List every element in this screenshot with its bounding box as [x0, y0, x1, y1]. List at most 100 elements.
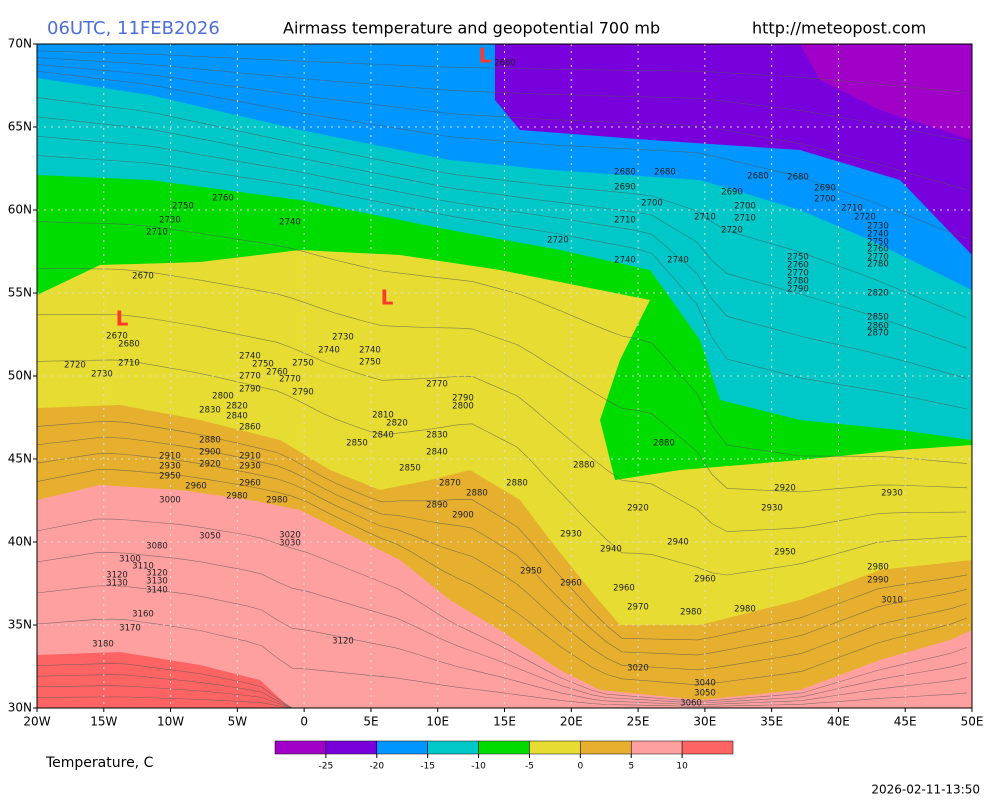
contour-label: 2710: [614, 216, 636, 226]
colorbar-box: [274, 740, 327, 755]
contour-label: 3120: [332, 637, 354, 647]
contour-label: 2920: [199, 460, 221, 470]
timestamp: 2026-02-11-13:50: [871, 783, 980, 797]
contour-label: 2790: [452, 394, 474, 404]
map-frame: [36, 43, 973, 709]
contour-label: 2840: [372, 431, 394, 441]
contour-label: 2900: [199, 448, 221, 458]
contour-label: 2880: [506, 479, 528, 489]
contour-label: 2990: [867, 576, 889, 586]
graticule: [33, 43, 973, 712]
contour-label: 2670: [132, 272, 154, 282]
contour-line: [36, 437, 968, 656]
contour-label: 3170: [119, 624, 141, 634]
colorbar-label: -15: [420, 762, 435, 772]
lon-label: 30E: [693, 715, 716, 729]
contour-label: 2680: [747, 172, 769, 182]
contour-label: 2780: [867, 260, 889, 270]
colorbar-box: [325, 740, 378, 755]
contour-label: 2880: [466, 489, 488, 499]
contour-label: 2820: [386, 419, 408, 429]
contour-label: 2910: [239, 452, 261, 462]
contour-label: 2960: [239, 479, 261, 489]
contour-label: 2880: [653, 439, 675, 449]
colorbar-box: [478, 740, 530, 755]
contour-line: [36, 618, 968, 707]
lon-label: 10W: [157, 715, 184, 729]
contour-line: [36, 50, 968, 93]
contour-label: 2950: [520, 567, 542, 577]
contour-line: [36, 64, 968, 191]
contour-label: 2820: [226, 402, 248, 412]
contour-label: 2930: [761, 504, 783, 514]
contour-label: 2700: [734, 202, 756, 212]
contour-label: 2750: [787, 253, 809, 263]
lat-label: 45N: [8, 452, 32, 466]
colorbar-label: -5: [525, 762, 534, 772]
band: [495, 44, 972, 255]
contour-label: 2750: [172, 202, 194, 212]
contour-line: [36, 469, 968, 686]
contour-line: [36, 314, 968, 532]
contour-label: 2830: [199, 406, 221, 416]
contour-label: 2740: [318, 346, 340, 356]
contour-label: 3030: [279, 539, 301, 549]
contour-label: 2850: [867, 313, 889, 323]
contour-label: 2930: [560, 530, 582, 540]
contour-label: 2960: [185, 482, 207, 492]
contour-label: 3000: [159, 496, 181, 506]
contour-line: [36, 518, 968, 702]
contour-label: 2920: [774, 484, 796, 494]
contour-label: 3060: [680, 699, 702, 709]
colorbar-label: 5: [628, 762, 634, 772]
contour-label: 2770: [867, 253, 889, 263]
contour-label: 2790: [787, 285, 809, 295]
lat-label: 60N: [8, 203, 32, 217]
contour-label: 2740: [359, 346, 381, 356]
low-marker: L: [116, 307, 129, 331]
contour-label: 2750: [292, 359, 314, 369]
contour-label: 2740: [614, 256, 636, 266]
lon-label: 40E: [827, 715, 850, 729]
colorbar-label: -20: [369, 762, 384, 772]
contour-line: [36, 453, 968, 671]
contour-label: 3080: [146, 542, 168, 552]
lat-label: 55N: [8, 286, 32, 300]
contour-label: 2940: [667, 538, 689, 548]
lat-label: 40N: [8, 535, 32, 549]
lon-label: 10E: [426, 715, 449, 729]
contour-label: 2850: [346, 439, 368, 449]
contour-line: [36, 267, 968, 493]
contour-line: [36, 359, 968, 576]
contour-label: 2710: [118, 359, 140, 369]
contour-line: [36, 57, 968, 142]
contour-label: 2970: [627, 603, 649, 613]
contour-line: [36, 585, 968, 706]
source-url: http://meteopost.com: [752, 19, 926, 38]
lon-label: 20W: [23, 715, 50, 729]
contour-label: 2680: [654, 168, 676, 178]
contour-label: 3050: [199, 532, 221, 542]
lat-label: 50N: [8, 369, 32, 383]
run-time: 06UTC, 11FEB2026: [47, 18, 220, 39]
contour-label: 3010: [881, 596, 903, 606]
contour-label: 2960: [560, 579, 582, 589]
colorbar-label: 0: [577, 762, 583, 772]
contour-label: 2670: [106, 332, 128, 342]
contour-label: 2890: [426, 501, 448, 511]
contour-label: 2870: [439, 479, 461, 489]
contour-label: 2880: [573, 461, 595, 471]
contour-label: 2980: [680, 608, 702, 618]
contour-label: 2790: [239, 385, 261, 395]
contour-label: 2840: [426, 448, 448, 458]
contour-label: 2690: [814, 184, 836, 194]
contour-label: 2770: [426, 380, 448, 390]
contour-label: 3180: [92, 640, 114, 650]
contour-label: 3050: [694, 689, 716, 699]
contour-label: 2800: [452, 402, 474, 412]
contour-label: 3100: [119, 555, 141, 565]
contour-label: 2770: [787, 269, 809, 279]
lat-label: 30N: [8, 701, 32, 715]
colorbar-box: [630, 740, 683, 755]
contour-label: 2900: [452, 511, 474, 521]
